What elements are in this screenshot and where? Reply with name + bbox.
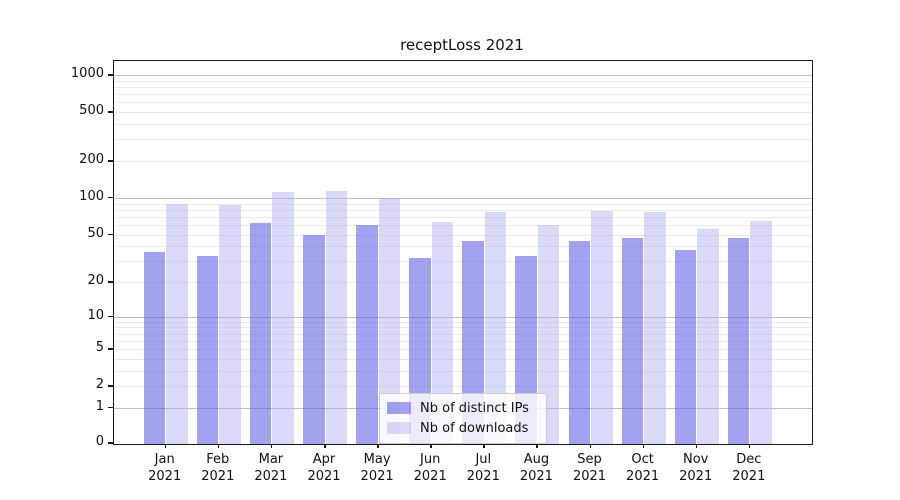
y-tick-label: 50 bbox=[87, 225, 104, 241]
bar-downloads-dec bbox=[750, 220, 772, 444]
x-tick-mark bbox=[164, 444, 167, 448]
bar-distinct-ips-oct bbox=[621, 237, 644, 444]
y-tick-mark bbox=[108, 196, 113, 199]
minor-gridline bbox=[114, 224, 812, 226]
y-tick-label: 0 bbox=[95, 434, 104, 449]
bar-downloads-jul bbox=[484, 211, 507, 444]
bar-downloads-aug bbox=[537, 224, 560, 444]
x-tick-mark bbox=[270, 444, 273, 448]
distinct-ips-swatch bbox=[387, 402, 411, 414]
y-tick-label: 1 bbox=[95, 398, 104, 414]
x-tick-label-aug: Aug 2021 bbox=[519, 452, 553, 484]
x-tick-mark bbox=[642, 444, 645, 448]
y-tick-label: 1000 bbox=[70, 66, 104, 81]
minor-gridline bbox=[114, 234, 812, 236]
y-tick-mark bbox=[108, 111, 113, 113]
x-tick-mark bbox=[377, 444, 379, 448]
y-tick-mark bbox=[108, 442, 113, 444]
bar-downloads-nov bbox=[697, 229, 719, 444]
bar-downloads-jun bbox=[431, 221, 454, 444]
bar-downloads-apr bbox=[325, 190, 347, 444]
major-gridline bbox=[114, 197, 812, 199]
bar-downloads-sep bbox=[591, 211, 613, 444]
x-tick-mark bbox=[695, 444, 698, 448]
chart-title: receptLoss 2021 bbox=[400, 36, 524, 54]
y-tick-mark bbox=[108, 281, 113, 283]
minor-gridline bbox=[114, 209, 812, 211]
minor-gridline bbox=[114, 87, 812, 88]
y-tick-mark bbox=[108, 74, 113, 76]
legend-label: Nb of distinct IPs bbox=[420, 400, 529, 416]
x-tick-mark bbox=[536, 444, 538, 448]
legend: Nb of distinct IPs Nb of downloads bbox=[379, 393, 547, 444]
bar-distinct-ips-sep bbox=[568, 241, 590, 444]
minor-gridline bbox=[114, 161, 812, 162]
x-tick-label-mar: Mar 2021 bbox=[254, 452, 288, 484]
y-tick-label: 200 bbox=[79, 152, 104, 167]
legend-entry: Nb of downloads bbox=[387, 418, 539, 438]
bar-distinct-ips-nov bbox=[674, 250, 697, 444]
x-tick-label-jun: Jun 2021 bbox=[413, 452, 447, 484]
x-tick-label-may: May 2021 bbox=[360, 452, 394, 484]
bar-downloads-jan bbox=[166, 203, 188, 444]
bar-downloads-oct bbox=[644, 211, 666, 444]
x-tick-label-sep: Sep 2021 bbox=[572, 452, 607, 484]
y-tick-label: 5 bbox=[95, 340, 104, 356]
minor-gridline bbox=[114, 124, 812, 125]
major-gridline bbox=[114, 75, 812, 76]
y-tick-label: 20 bbox=[87, 273, 104, 288]
y-tick-mark bbox=[108, 233, 113, 235]
y-tick-mark bbox=[108, 160, 113, 162]
legend-label: Nb of downloads bbox=[420, 420, 529, 436]
y-tick-mark bbox=[108, 348, 113, 350]
x-tick-mark bbox=[430, 444, 432, 448]
y-tick-label: 10 bbox=[87, 307, 104, 323]
bar-distinct-ips-dec bbox=[727, 237, 750, 444]
x-tick-label-dec: Dec 2021 bbox=[732, 452, 766, 484]
bar-distinct-ips-feb bbox=[196, 256, 219, 444]
bar-distinct-ips-apr bbox=[303, 234, 325, 444]
y-tick-mark bbox=[108, 385, 113, 387]
minor-gridline bbox=[114, 139, 812, 141]
minor-gridline bbox=[114, 112, 812, 114]
x-tick-mark bbox=[589, 444, 591, 448]
x-tick-label-oct: Oct 2021 bbox=[626, 452, 660, 484]
x-tick-label-feb: Feb 2021 bbox=[201, 452, 235, 484]
y-tick-label: 500 bbox=[79, 103, 104, 119]
x-tick-mark bbox=[324, 444, 326, 448]
y-tick-mark bbox=[108, 406, 113, 409]
y-tick-mark bbox=[108, 315, 113, 318]
bar-downloads-feb bbox=[219, 204, 241, 444]
x-tick-mark bbox=[483, 444, 485, 448]
x-tick-label-nov: Nov 2021 bbox=[679, 452, 713, 484]
minor-gridline bbox=[114, 203, 812, 205]
legend-entry: Nb of distinct IPs bbox=[387, 398, 539, 418]
bar-distinct-ips-mar bbox=[249, 223, 272, 444]
bar-distinct-ips-jan bbox=[143, 251, 166, 444]
bar-distinct-ips-may bbox=[356, 224, 378, 444]
minor-gridline bbox=[114, 80, 812, 82]
minor-gridline bbox=[114, 94, 812, 96]
x-tick-label-jan: Jan 2021 bbox=[148, 452, 182, 484]
minor-gridline bbox=[114, 216, 812, 218]
minor-gridline bbox=[114, 102, 812, 104]
plot-area: Nb of distinct IPs Nb of downloads bbox=[113, 60, 813, 445]
y-tick-label: 100 bbox=[79, 188, 104, 204]
y-tick-label: 2 bbox=[95, 377, 104, 393]
x-tick-label-apr: Apr 2021 bbox=[307, 452, 341, 484]
downloads-swatch bbox=[387, 422, 411, 434]
bar-downloads-mar bbox=[272, 192, 294, 444]
bar-downloads-may bbox=[378, 197, 401, 444]
x-tick-mark bbox=[748, 444, 751, 448]
x-tick-label-jul: Jul 2021 bbox=[466, 452, 500, 484]
x-tick-mark bbox=[217, 444, 220, 448]
